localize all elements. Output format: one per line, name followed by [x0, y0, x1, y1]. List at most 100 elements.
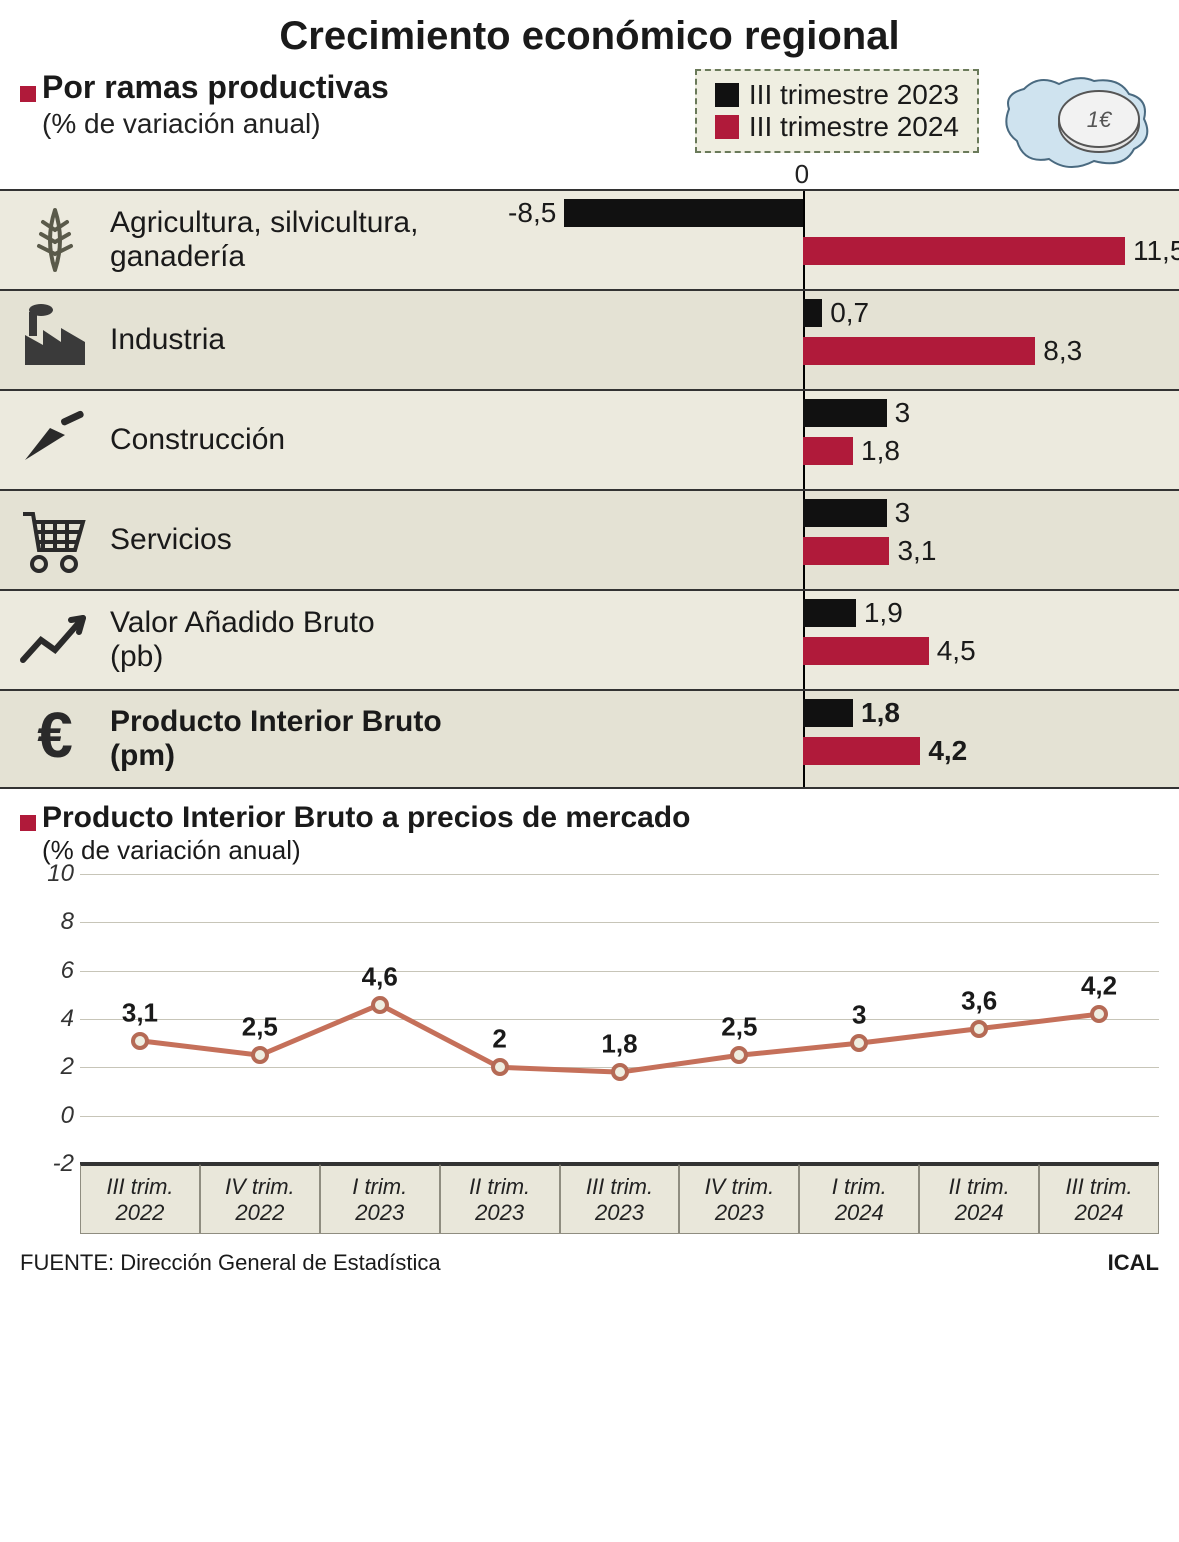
- x-category: III trim.2023: [560, 1164, 680, 1234]
- page-title: Crecimiento económico regional: [0, 0, 1179, 69]
- line-marker: [371, 996, 389, 1014]
- x-category: III trim.2022: [80, 1164, 200, 1234]
- legend-row-b: III trimestre 2024: [715, 111, 959, 143]
- wheat-icon: [0, 191, 110, 289]
- y-tick-label: 6: [61, 957, 74, 985]
- bar-series-b: [803, 437, 853, 465]
- trend-icon: [0, 591, 110, 689]
- sector-row: Industria 0,7 8,3: [0, 289, 1179, 389]
- bar-value-b: 8,3: [1043, 335, 1082, 367]
- y-tick-label: 10: [47, 860, 74, 888]
- y-tick-label: 2: [61, 1053, 74, 1081]
- x-category: III trim.2024: [1039, 1164, 1159, 1234]
- sector-label: Agricultura, silvicultura,ganadería: [110, 191, 530, 289]
- legend-swatch-a: [715, 83, 739, 107]
- sector-bars: 1,8 4,2: [530, 691, 1179, 787]
- y-tick-label: 4: [61, 1005, 74, 1033]
- line-marker: [970, 1020, 988, 1038]
- x-category: I trim.2024: [799, 1164, 919, 1234]
- bar-value-b: 11,5: [1133, 235, 1179, 267]
- line-marker: [611, 1063, 629, 1081]
- bar-series-b: [803, 537, 890, 565]
- section1-header: Por ramas productivas (% de variación an…: [0, 69, 1179, 189]
- trowel-icon: [0, 391, 110, 489]
- bar-series-b: [803, 337, 1036, 365]
- footer: FUENTE: Dirección General de Estadística…: [0, 1240, 1179, 1292]
- y-tick-label: 8: [61, 908, 74, 936]
- bar-chart: 0 Agricultura, silvicultura,ganadería-8,…: [0, 189, 1179, 789]
- line-marker: [730, 1046, 748, 1064]
- section2-subtitle: (% de variación anual): [42, 835, 1159, 866]
- axis-zero-label: 0: [795, 159, 809, 190]
- line-marker: [1090, 1005, 1108, 1023]
- bar-series-a: [803, 699, 853, 727]
- sector-label: Servicios: [110, 491, 530, 589]
- line-value-label: 2,5: [242, 1012, 278, 1043]
- svg-text:1€: 1€: [1087, 107, 1113, 132]
- sector-label: Producto Interior Bruto(pm): [110, 691, 530, 787]
- bar-value-a: 1,9: [864, 597, 903, 629]
- line-marker: [850, 1034, 868, 1052]
- footer-source: FUENTE: Dirección General de Estadística: [20, 1250, 441, 1276]
- euro-icon: [0, 691, 110, 787]
- bar-series-b: [803, 237, 1125, 265]
- sector-label: Valor Añadido Bruto(pb): [110, 591, 530, 689]
- x-category: IV trim.2023: [679, 1164, 799, 1234]
- x-category: IV trim.2022: [200, 1164, 320, 1234]
- line-value-label: 2,5: [721, 1012, 757, 1043]
- legend-label-b: III trimestre 2024: [749, 111, 959, 143]
- bar-value-a: 3: [895, 397, 911, 429]
- line-value-label: 4,6: [362, 961, 398, 992]
- bar-series-a: [803, 499, 887, 527]
- section1-title: Por ramas productivas: [42, 69, 389, 105]
- legend-swatch-b: [715, 115, 739, 139]
- bar-value-a: 1,8: [861, 697, 900, 729]
- line-marker: [131, 1032, 149, 1050]
- legend-row-a: III trimestre 2023: [715, 79, 959, 111]
- line-value-label: 2: [492, 1024, 506, 1055]
- bar-series-a: [803, 599, 856, 627]
- bar-series-b: [803, 637, 929, 665]
- line-chart: 3,12,54,621,82,533,64,2 III trim.2022IV …: [20, 874, 1159, 1234]
- x-category: II trim.2023: [440, 1164, 560, 1234]
- line-marker: [491, 1058, 509, 1076]
- legend-label-a: III trimestre 2023: [749, 79, 959, 111]
- legend: III trimestre 2023 III trimestre 2024: [695, 69, 979, 153]
- bar-value-b: 4,2: [928, 735, 967, 767]
- bar-value-b: 4,5: [937, 635, 976, 667]
- line-value-label: 4,2: [1081, 971, 1117, 1002]
- line-value-label: 1,8: [601, 1029, 637, 1060]
- bar-series-b: [803, 737, 921, 765]
- cart-icon: [0, 491, 110, 589]
- section2-title: Producto Interior Bruto a precios de mer…: [42, 801, 690, 834]
- line-value-label: 3,1: [122, 997, 158, 1028]
- bar-series-a: [564, 199, 802, 227]
- bar-series-a: [803, 299, 823, 327]
- sector-bars: 33,1: [530, 491, 1179, 589]
- bar-value-b: 3,1: [897, 535, 936, 567]
- x-category: II trim.2024: [919, 1164, 1039, 1234]
- sector-row: Producto Interior Bruto(pm) 1,8 4,2: [0, 689, 1179, 789]
- line-value-label: 3: [852, 1000, 866, 1031]
- bar-value-b: 1,8: [861, 435, 900, 467]
- x-category: I trim.2023: [320, 1164, 440, 1234]
- sector-row: Construcción31,8: [0, 389, 1179, 489]
- sector-bars: -8,511,5: [530, 191, 1179, 289]
- region-coin-icon: 1€: [999, 69, 1159, 179]
- line-value-label: 3,6: [961, 985, 997, 1016]
- section1-subtitle: (% de variación anual): [42, 108, 695, 140]
- sector-label: Industria: [110, 291, 530, 389]
- sector-bars: 31,8: [530, 391, 1179, 489]
- sector-row: Agricultura, silvicultura,ganadería-8,51…: [0, 189, 1179, 289]
- bullet-icon: [20, 86, 36, 102]
- line-marker: [251, 1046, 269, 1064]
- bar-series-a: [803, 399, 887, 427]
- sector-bars: 1,9 4,5: [530, 591, 1179, 689]
- sector-bars: 0,7 8,3: [530, 291, 1179, 389]
- bar-value-a: 0,7: [830, 297, 869, 329]
- sector-label: Construcción: [110, 391, 530, 489]
- bar-value-a: 3: [895, 497, 911, 529]
- bar-value-a: -8,5: [508, 197, 556, 229]
- sector-row: Valor Añadido Bruto(pb) 1,9 4,5: [0, 589, 1179, 689]
- bullet-icon: [20, 815, 36, 831]
